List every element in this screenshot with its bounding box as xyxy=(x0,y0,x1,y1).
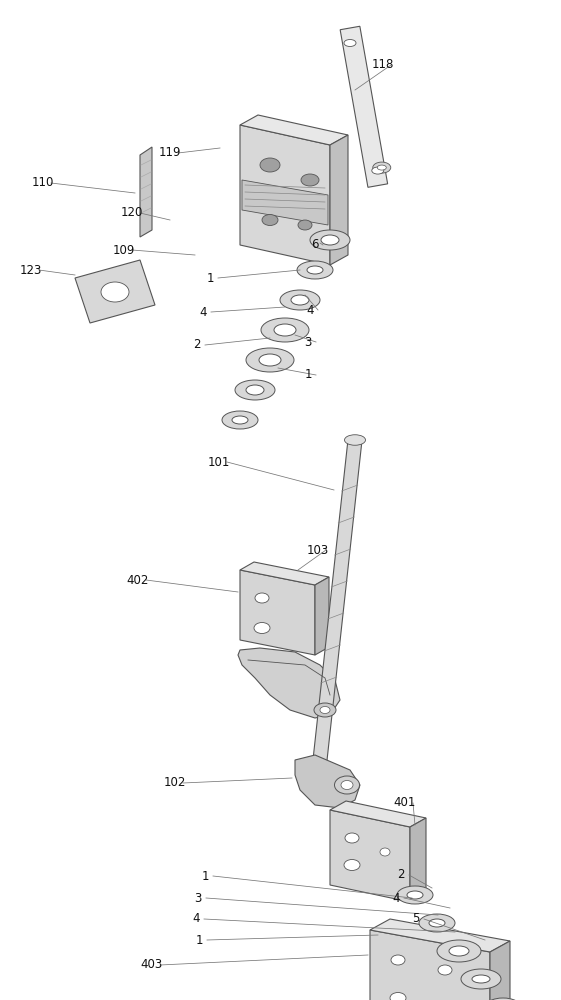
Ellipse shape xyxy=(341,780,353,790)
Ellipse shape xyxy=(101,282,129,302)
Ellipse shape xyxy=(485,998,521,1000)
Ellipse shape xyxy=(321,235,339,245)
Ellipse shape xyxy=(390,992,406,1000)
Ellipse shape xyxy=(254,622,270,634)
Ellipse shape xyxy=(274,324,296,336)
Text: 2: 2 xyxy=(193,338,201,352)
Polygon shape xyxy=(238,648,340,718)
Ellipse shape xyxy=(246,385,264,395)
Ellipse shape xyxy=(261,318,309,342)
Polygon shape xyxy=(410,818,426,902)
Ellipse shape xyxy=(232,416,248,424)
Ellipse shape xyxy=(378,165,387,170)
Ellipse shape xyxy=(344,435,366,445)
Ellipse shape xyxy=(391,955,405,965)
Ellipse shape xyxy=(259,354,281,366)
Text: 5: 5 xyxy=(412,912,420,926)
Text: 2: 2 xyxy=(397,868,404,882)
Ellipse shape xyxy=(298,220,312,230)
Ellipse shape xyxy=(429,919,445,927)
Polygon shape xyxy=(490,941,510,1000)
Ellipse shape xyxy=(397,886,433,904)
Text: 403: 403 xyxy=(141,958,163,972)
Ellipse shape xyxy=(255,593,269,603)
Text: 1: 1 xyxy=(206,271,214,284)
Text: 109: 109 xyxy=(113,243,135,256)
Polygon shape xyxy=(240,562,329,585)
Ellipse shape xyxy=(461,969,501,989)
Polygon shape xyxy=(340,26,388,187)
Text: 4: 4 xyxy=(392,892,400,904)
Ellipse shape xyxy=(320,706,330,714)
Ellipse shape xyxy=(380,848,390,856)
Ellipse shape xyxy=(222,411,258,429)
Ellipse shape xyxy=(260,158,280,172)
Text: 110: 110 xyxy=(32,176,54,190)
Text: 1: 1 xyxy=(201,869,209,882)
Polygon shape xyxy=(330,810,410,902)
Ellipse shape xyxy=(235,380,275,400)
Ellipse shape xyxy=(372,167,384,174)
Text: 4: 4 xyxy=(199,306,207,318)
Polygon shape xyxy=(330,135,348,265)
Polygon shape xyxy=(240,125,330,265)
Polygon shape xyxy=(140,147,152,237)
Text: 3: 3 xyxy=(194,892,202,904)
Ellipse shape xyxy=(310,230,350,250)
Ellipse shape xyxy=(246,348,294,372)
Ellipse shape xyxy=(344,859,360,870)
Ellipse shape xyxy=(344,39,356,46)
Text: 1: 1 xyxy=(304,368,312,381)
Text: 103: 103 xyxy=(307,544,329,556)
Ellipse shape xyxy=(345,833,359,843)
Text: 120: 120 xyxy=(121,207,143,220)
Ellipse shape xyxy=(449,946,469,956)
Ellipse shape xyxy=(472,975,490,983)
Text: 1: 1 xyxy=(195,934,203,946)
Text: 119: 119 xyxy=(159,146,181,159)
Polygon shape xyxy=(330,801,426,827)
Ellipse shape xyxy=(280,290,320,310)
Text: 6: 6 xyxy=(311,238,319,251)
Polygon shape xyxy=(313,439,362,761)
Ellipse shape xyxy=(291,295,309,305)
Ellipse shape xyxy=(262,215,278,226)
Ellipse shape xyxy=(438,965,452,975)
Text: 123: 123 xyxy=(20,263,42,276)
Polygon shape xyxy=(315,577,329,655)
Text: 4: 4 xyxy=(306,304,314,316)
Polygon shape xyxy=(240,570,315,655)
Ellipse shape xyxy=(419,914,455,932)
Ellipse shape xyxy=(301,174,319,186)
Ellipse shape xyxy=(407,891,423,899)
Ellipse shape xyxy=(334,776,360,794)
Ellipse shape xyxy=(373,162,391,173)
Polygon shape xyxy=(75,260,155,323)
Ellipse shape xyxy=(314,703,336,717)
Ellipse shape xyxy=(297,261,333,279)
Text: 102: 102 xyxy=(164,776,186,790)
Text: 101: 101 xyxy=(208,456,230,468)
Text: 402: 402 xyxy=(127,574,149,586)
Text: 118: 118 xyxy=(372,58,394,72)
Polygon shape xyxy=(370,919,510,952)
Text: 401: 401 xyxy=(394,796,416,810)
Text: 4: 4 xyxy=(192,912,200,926)
Polygon shape xyxy=(242,180,328,225)
Polygon shape xyxy=(240,115,348,145)
Polygon shape xyxy=(370,930,490,1000)
Text: 3: 3 xyxy=(304,336,312,349)
Ellipse shape xyxy=(437,940,481,962)
Ellipse shape xyxy=(307,266,323,274)
Polygon shape xyxy=(295,755,360,808)
